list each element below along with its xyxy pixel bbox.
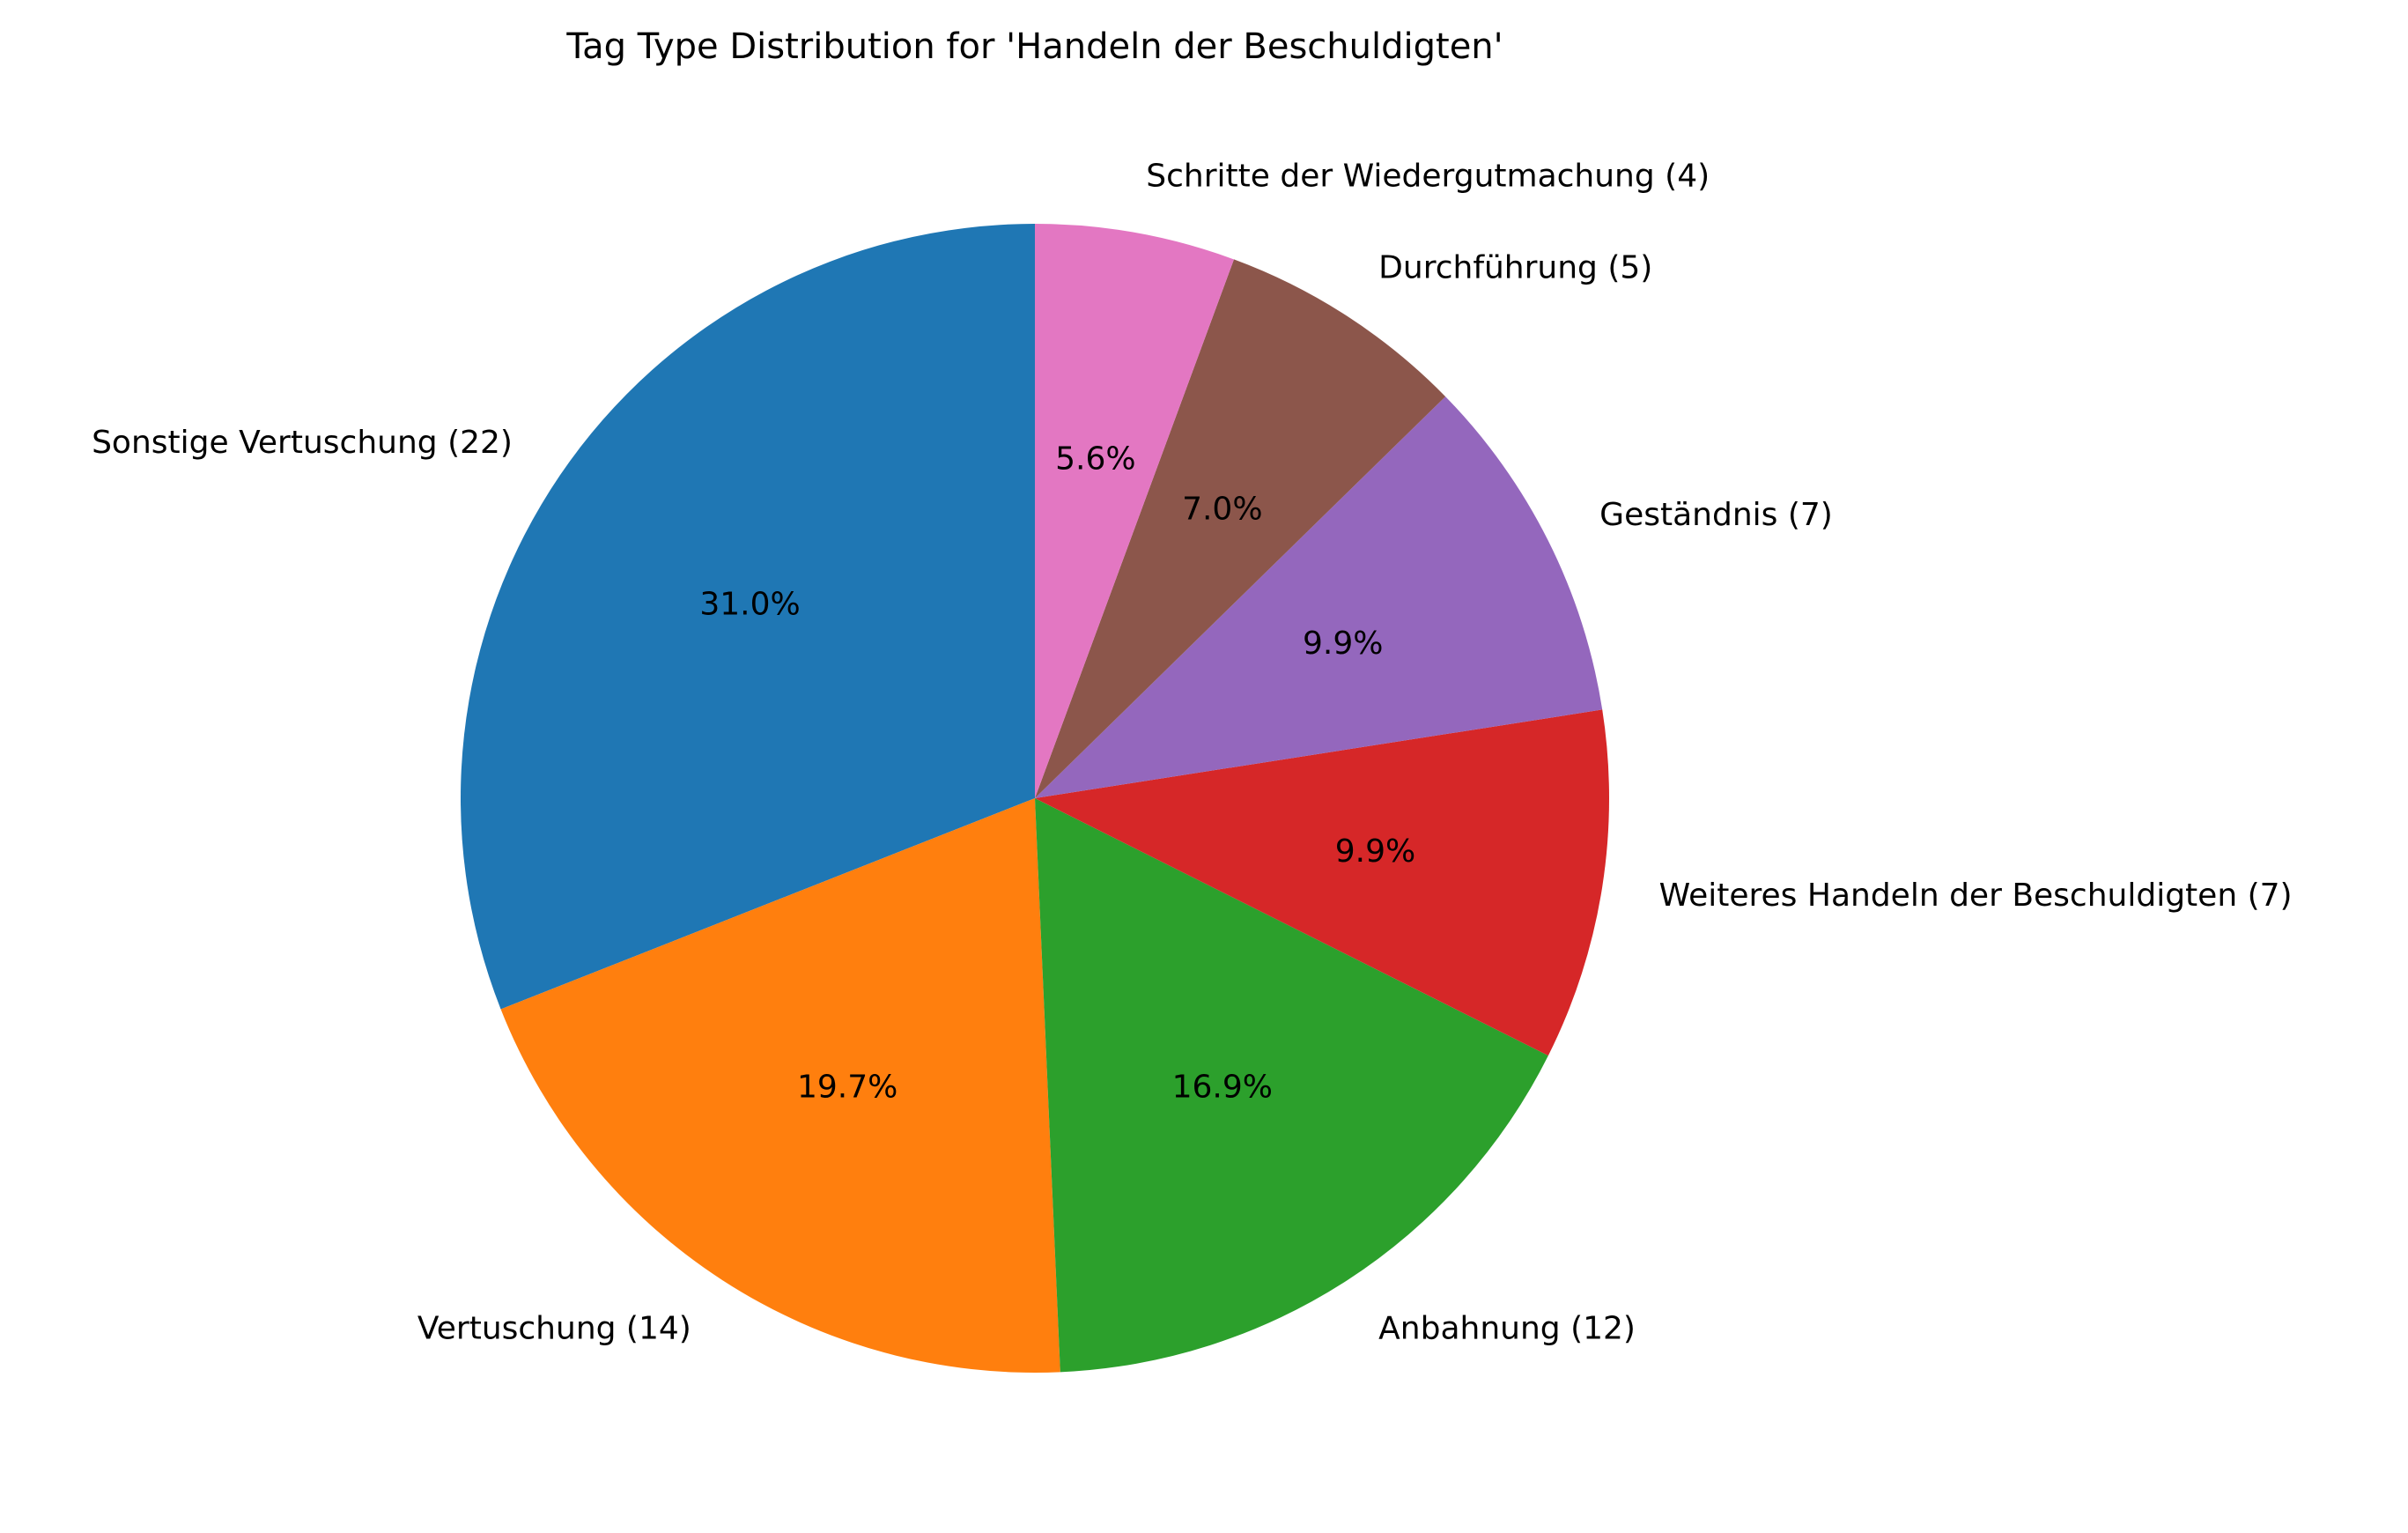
slice-percent-label: 5.6%	[1055, 441, 1135, 477]
pie-slices	[461, 224, 1609, 1373]
pie-slice-5	[1035, 259, 1446, 798]
slice-category-label: Durchführung (5)	[1378, 250, 1652, 286]
slice-category-label: Anbahnung (12)	[1378, 1310, 1636, 1346]
slice-category-label: Schritte der Wiedergutmachung (4)	[1146, 159, 1710, 195]
slice-percent-label: 9.9%	[1303, 626, 1383, 662]
pie-slice-1	[500, 798, 1060, 1373]
chart-title: Tag Type Distribution for 'Handeln der B…	[565, 26, 1503, 67]
slice-percent-label: 7.0%	[1182, 491, 1262, 527]
slice-category-label: Weiteres Handeln der Beschuldigten (7)	[1659, 878, 2293, 914]
pie-slice-6	[1035, 224, 1235, 798]
slice-percent-label: 31.0%	[699, 586, 800, 622]
slice-category-label: Geständnis (7)	[1599, 497, 1833, 533]
pie-slice-3	[1035, 709, 1609, 1056]
slice-percent-label: 19.7%	[797, 1070, 897, 1106]
slice-category-label: Sonstige Vertuschung (22)	[92, 425, 513, 461]
pie-slice-2	[1035, 798, 1548, 1373]
pie-slice-0	[461, 224, 1035, 1010]
pie-labels: 31.0% Sonstige Vertuschung (22) 19.7% Vertu…	[92, 159, 2293, 1347]
pie-slice-4	[1035, 396, 1603, 798]
slice-percent-label: 9.9%	[1335, 833, 1415, 870]
slice-percent-label: 16.9%	[1172, 1070, 1273, 1106]
slice-category-label: Vertuschung (14)	[417, 1310, 691, 1346]
